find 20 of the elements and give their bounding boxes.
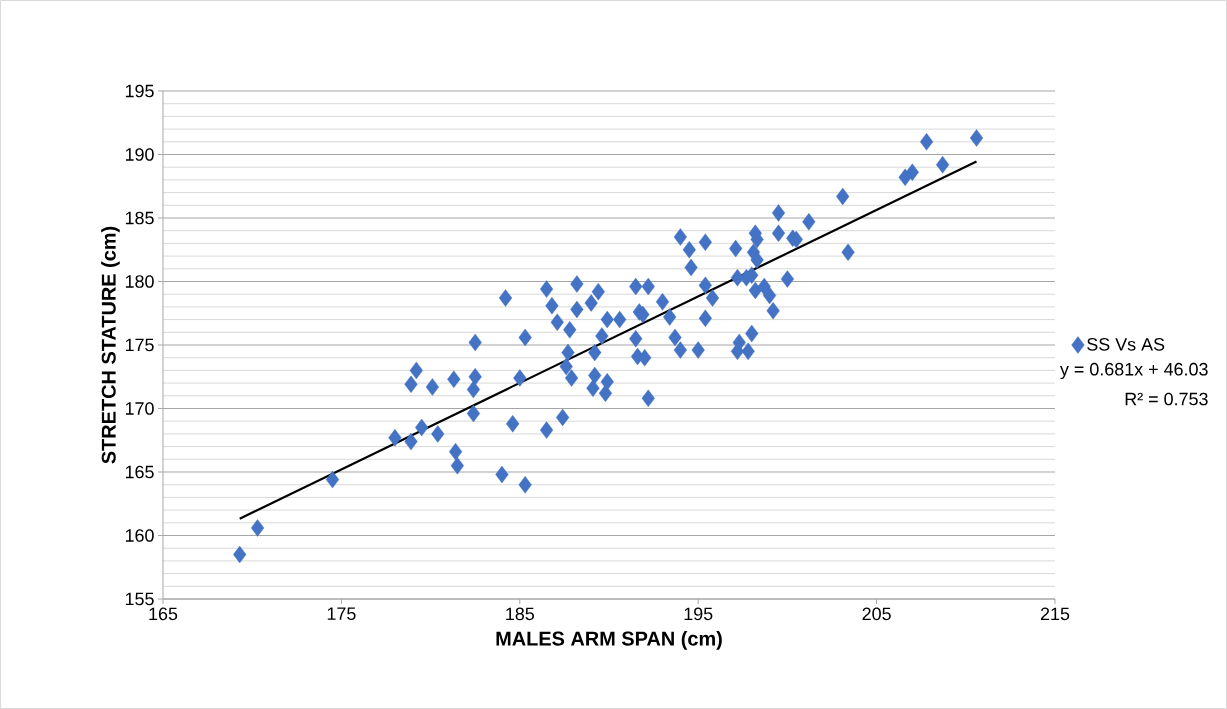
x-tick-label: 185	[506, 607, 534, 621]
y-axis-title: STRETCH STATURE (cm)	[101, 226, 120, 464]
x-axis-title: MALES ARM SPAN (cm)	[496, 631, 722, 650]
x-tick-label: 195	[684, 607, 713, 621]
x-tick-label: 205	[862, 607, 891, 621]
x-tick-label: 215	[1040, 607, 1070, 621]
legend-label: SS Vs AS	[1087, 337, 1165, 351]
y-tick-label: 160	[125, 529, 154, 542]
y-tick-label: 190	[125, 148, 154, 161]
y-tick-label: 155	[125, 592, 154, 606]
y-tick-label: 195	[125, 84, 154, 98]
y-tick-label: 165	[125, 465, 154, 479]
y-tick-label: 185	[125, 211, 154, 225]
x-tick-label: 165	[149, 607, 178, 621]
text: R² = 0.753	[1125, 392, 1208, 406]
text: y = 0.681x + 46.03	[1059, 362, 1208, 380]
y-tick-label: 180	[125, 275, 154, 288]
y-tick-label: 175	[125, 338, 154, 352]
x-tick-label: 175	[327, 607, 356, 621]
y-tick-label: 170	[125, 402, 154, 415]
